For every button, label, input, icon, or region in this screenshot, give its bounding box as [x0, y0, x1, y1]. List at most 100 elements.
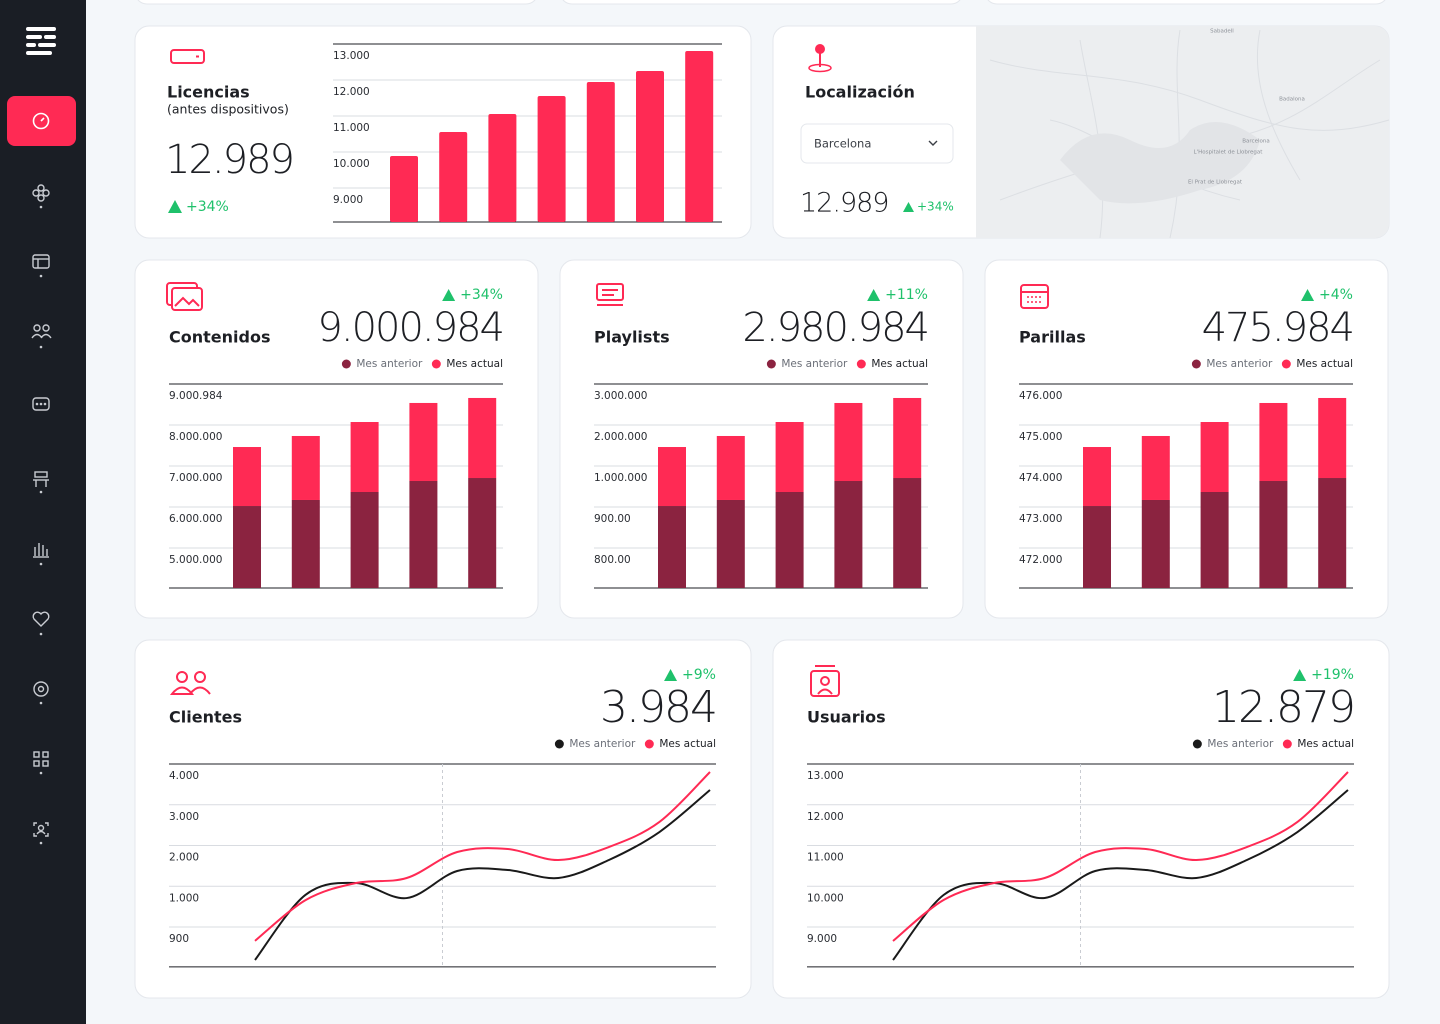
y-tick-label: 1.000: [169, 892, 199, 904]
y-tick-label: 2.000: [169, 852, 199, 864]
map[interactable]: [976, 26, 1389, 238]
change-arrow: [442, 289, 456, 301]
y-tick-label: 475.000: [1019, 431, 1062, 443]
bar-segment: [409, 481, 438, 589]
bar-segment: [893, 397, 922, 479]
y-tick-label: 800.00: [594, 554, 631, 566]
y-tick-label: 472.000: [1019, 554, 1062, 566]
card-value: 475.984: [1202, 305, 1353, 351]
nav-devices[interactable]: [32, 184, 50, 202]
change-arrow: [168, 200, 182, 213]
bar: [586, 82, 615, 222]
legend-dot: [1192, 739, 1202, 749]
legend-label: Mes actual: [659, 738, 716, 750]
map-label: El Prat de Llobregat: [1188, 180, 1243, 186]
bar-segment: [1141, 435, 1170, 500]
nav-kiosk[interactable]: [33, 471, 49, 487]
bar-segment: [658, 447, 686, 507]
card-value: 12.989: [165, 137, 293, 183]
y-tick-label: 473.000: [1019, 513, 1062, 525]
y-tick-label: 13.000: [333, 50, 370, 62]
bar-segment: [1318, 478, 1347, 589]
nav-health[interactable]: [32, 611, 50, 627]
bar-segment: [716, 435, 745, 500]
card-change: +9%: [682, 667, 716, 683]
y-tick-label: 6.000.000: [169, 513, 222, 525]
y-tick-label: 2.000.000: [594, 431, 647, 443]
y-tick-label: 8.000.000: [169, 431, 222, 443]
bar-segment: [233, 506, 261, 589]
legend-dot: [1281, 359, 1291, 369]
nav-settings[interactable]: [33, 681, 49, 697]
bar-segment: [291, 499, 320, 589]
parillas-icon: [1020, 284, 1049, 309]
bar-segment: [468, 478, 497, 589]
nav-layouts[interactable]: [32, 254, 50, 269]
nav-messages[interactable]: [32, 397, 50, 411]
line-series: [892, 771, 1349, 942]
y-tick-label: 9.000.984: [169, 390, 223, 402]
bar-segment: [468, 397, 497, 479]
change-arrow: [1301, 289, 1315, 301]
y-tick-label: 10.000: [333, 158, 370, 170]
map-urban: [1060, 122, 1260, 204]
bar-segment: [658, 506, 686, 589]
legend-dot: [554, 739, 564, 749]
bar: [636, 71, 664, 222]
change-arrow: [1293, 669, 1307, 681]
legend-label: Mes anterior: [1206, 358, 1273, 370]
card-partial: [562, 0, 961, 5]
bar-segment: [1083, 506, 1111, 589]
y-tick-label: 900: [169, 933, 189, 945]
bar: [537, 95, 566, 222]
card-change: +4%: [1319, 287, 1353, 303]
nav-qr[interactable]: [33, 751, 49, 767]
bar-segment: [1259, 402, 1288, 482]
city-select[interactable]: [800, 123, 954, 164]
bar-segment: [350, 491, 379, 589]
card-partial: [987, 0, 1386, 5]
legend-dot: [766, 359, 776, 369]
bar-segment: [1318, 397, 1347, 479]
bar-segment: [409, 402, 438, 482]
bar: [685, 50, 714, 222]
nav-users[interactable]: [31, 324, 52, 339]
y-tick-label: 3.000.000: [594, 390, 647, 402]
bar-segment: [716, 499, 745, 589]
nav-profile[interactable]: [33, 822, 49, 837]
bar-segment: [775, 491, 804, 589]
card-title: Parillas: [1019, 328, 1086, 347]
y-tick-label: 1.000.000: [594, 472, 647, 484]
change-arrow: [867, 289, 881, 301]
bar: [390, 155, 418, 222]
legend-label: Mes actual: [446, 358, 503, 370]
bar-segment: [350, 422, 379, 492]
card-partial: [137, 0, 536, 5]
y-tick-label: 12.000: [807, 811, 844, 823]
nav-dots: [39, 205, 43, 845]
legend-label: Mes anterior: [1207, 738, 1274, 750]
license-icon: [170, 49, 205, 64]
legend-label: Mes anterior: [569, 738, 636, 750]
bar-segment: [1200, 491, 1229, 589]
bar-segment: [775, 422, 804, 492]
change-arrow: [903, 202, 914, 212]
location-icon: [808, 63, 832, 73]
y-tick-label: 9.000: [807, 933, 837, 945]
nav-stats[interactable]: [33, 543, 49, 558]
parillas-icon-dots: [1027, 296, 1041, 303]
card-title: Localización: [805, 83, 915, 102]
card-title: Contenidos: [169, 328, 270, 347]
y-tick-label: 5.000.000: [169, 554, 222, 566]
nav-icons: [31, 184, 52, 837]
sidebar: [0, 0, 86, 1024]
map-label: Barcelona: [1242, 139, 1269, 145]
card-title: Licencias: [167, 83, 250, 102]
card-value: 3.984: [600, 682, 716, 733]
bar-segment: [834, 481, 863, 589]
y-tick-label: 11.000: [807, 852, 844, 864]
y-tick-label: 4.000: [169, 770, 199, 782]
bar: [488, 113, 517, 222]
contenidos-icon: [166, 282, 203, 311]
y-tick-label: 10.000: [807, 892, 844, 904]
